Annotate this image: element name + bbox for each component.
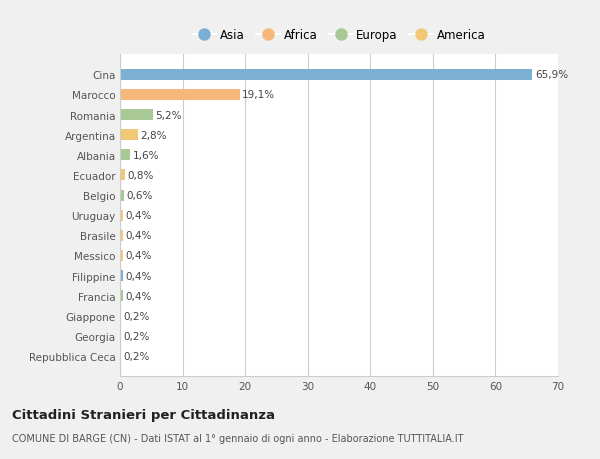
Text: 0,4%: 0,4% [125,291,151,301]
Bar [120,291,122,302]
Bar [120,311,121,322]
Text: 2,8%: 2,8% [140,130,167,140]
Text: 19,1%: 19,1% [242,90,275,100]
Text: 0,4%: 0,4% [125,271,151,281]
Bar [120,270,122,281]
Text: 65,9%: 65,9% [535,70,568,80]
Text: 0,8%: 0,8% [128,171,154,180]
Text: 0,4%: 0,4% [125,211,151,221]
Bar [120,210,122,221]
Bar [120,330,121,341]
Bar [120,351,121,362]
Bar [120,190,124,201]
Bar [120,230,122,241]
Legend: Asia, Africa, Europa, America: Asia, Africa, Europa, America [193,29,485,42]
Text: 0,2%: 0,2% [124,311,150,321]
Text: Cittadini Stranieri per Cittadinanza: Cittadini Stranieri per Cittadinanza [12,408,275,421]
Bar [120,170,125,181]
Text: 0,2%: 0,2% [124,331,150,341]
Text: 0,2%: 0,2% [124,351,150,361]
Bar [120,110,152,121]
Bar [120,150,130,161]
Text: 5,2%: 5,2% [155,110,182,120]
Bar [120,90,239,101]
Bar [120,250,122,262]
Text: 0,4%: 0,4% [125,231,151,241]
Bar [120,70,532,81]
Text: 0,4%: 0,4% [125,251,151,261]
Bar [120,130,137,141]
Text: 1,6%: 1,6% [133,151,159,161]
Text: COMUNE DI BARGE (CN) - Dati ISTAT al 1° gennaio di ogni anno - Elaborazione TUTT: COMUNE DI BARGE (CN) - Dati ISTAT al 1° … [12,433,464,442]
Text: 0,6%: 0,6% [126,190,152,201]
